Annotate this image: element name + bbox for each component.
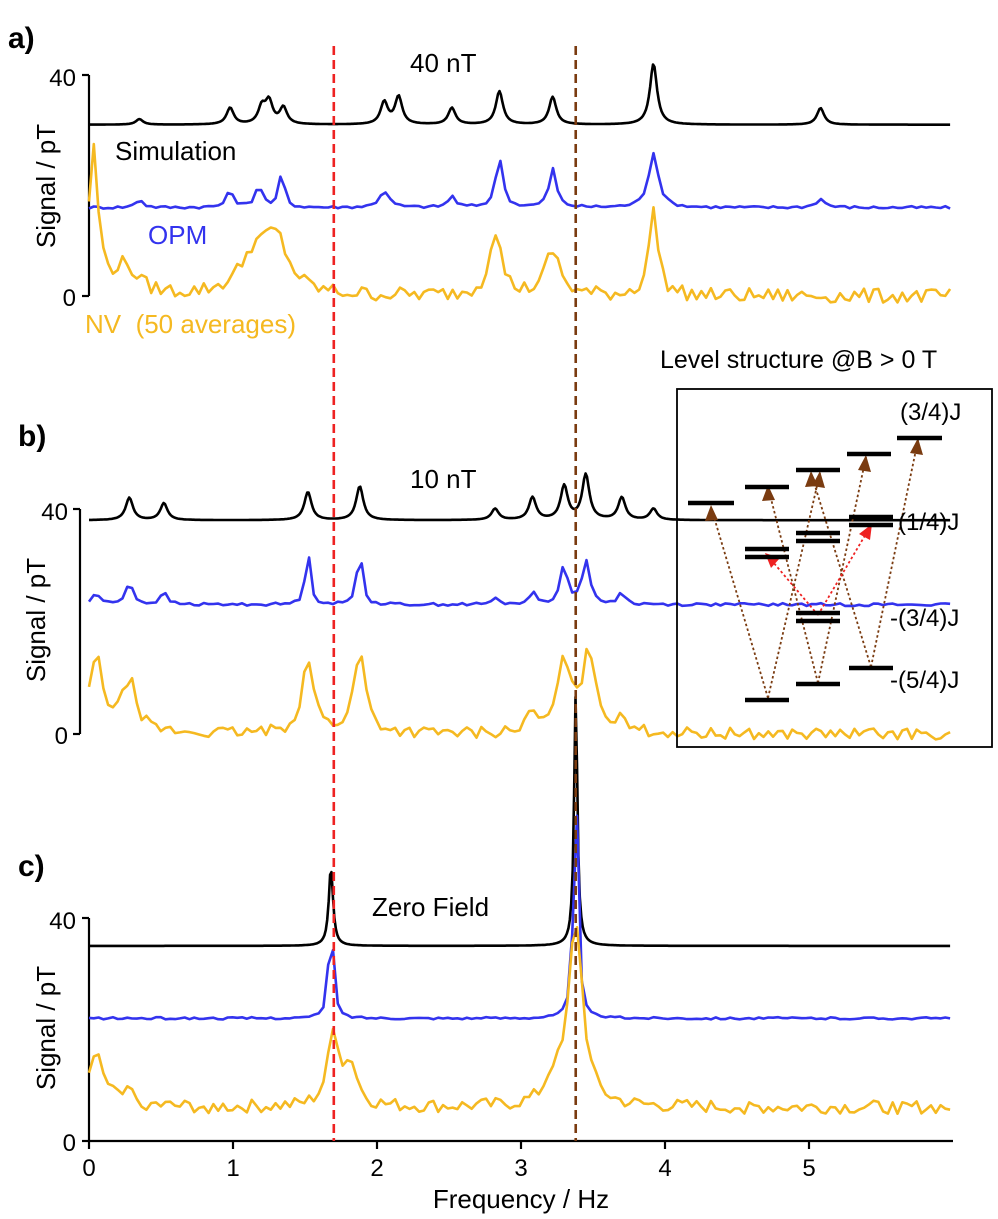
- series-opm-line: [88, 151, 951, 210]
- level-structure-inset: Level structure @B > 0 T: [660, 346, 993, 748]
- series-opm-line: [88, 814, 951, 1021]
- panel-c-ytick-label-40: 40: [49, 908, 76, 935]
- arrowhead: [705, 505, 718, 521]
- panel-c-ytick-label-0: 0: [63, 1130, 76, 1157]
- series-nv-line: [87, 647, 951, 741]
- x-tick-label: 1: [226, 1155, 239, 1182]
- panel-b: b) 10 nT Signal / pT 40 0: [18, 420, 951, 750]
- inset-title: Level structure @B > 0 T: [660, 346, 937, 374]
- energy-label-neg-3-4J: -(3/4)J: [890, 605, 959, 632]
- panel-a-nv-label: NV (50 averages): [85, 309, 296, 339]
- panel-b-traces: [87, 472, 951, 741]
- x-tick-label: 5: [802, 1155, 815, 1182]
- inset-frame: [676, 388, 993, 748]
- panel-c-letter: c): [18, 850, 45, 883]
- series-simulation-line: [89, 472, 951, 522]
- panel-c: c) Zero Field Signal / pT 40 0 0 1 2 3 4 5 Fr…: [18, 695, 953, 1214]
- panel-a-opm-label: OPM: [148, 220, 207, 250]
- arrowhead: [858, 455, 871, 472]
- reference-lines: [332, 46, 578, 1141]
- energy-label-3-4J: (3/4)J: [900, 399, 961, 426]
- panel-c-field-label: Zero Field: [372, 892, 489, 922]
- panel-a-ytick-label-40: 40: [49, 65, 76, 92]
- transition-arrow: [767, 486, 819, 684]
- panel-b-letter: b): [18, 420, 46, 453]
- x-tick-label: 4: [658, 1155, 671, 1182]
- panel-c-ylabel: Signal / pT: [31, 966, 61, 1090]
- panel-a: a) 40 nT Signal / pT 40 0 Simulation OPM…: [8, 22, 952, 339]
- arrowhead: [762, 485, 775, 501]
- inset-transitions: [705, 438, 923, 699]
- energy-label-1-4J: (1/4)J: [898, 509, 959, 536]
- panel-a-letter: a): [8, 22, 35, 55]
- transition-arrow: [710, 506, 769, 699]
- series-simulation-line: [89, 63, 951, 126]
- transition-arrow: [766, 554, 819, 616]
- panel-b-ytick-label-40: 40: [41, 499, 68, 526]
- x-tick-label: 0: [82, 1155, 95, 1182]
- series-simulation-line: [89, 695, 951, 948]
- panel-a-simulation-label: Simulation: [115, 136, 236, 166]
- arrowhead: [910, 438, 923, 455]
- transition-arrow: [870, 439, 919, 668]
- panel-a-field-label: 40 nT: [410, 48, 477, 78]
- panel-b-field-label: 10 nT: [410, 464, 477, 494]
- inset-levels: [688, 435, 942, 703]
- panel-a-ytick-label-0: 0: [63, 285, 76, 312]
- series-nv-line: [87, 926, 951, 1115]
- arrowhead: [805, 471, 818, 487]
- panel-c-traces: [87, 695, 951, 1115]
- x-tick-label: 2: [370, 1155, 383, 1182]
- arrowhead: [859, 524, 872, 540]
- panel-a-ylabel: Signal / pT: [31, 124, 61, 248]
- series-opm-line: [87, 556, 951, 608]
- panel-b-ytick-label-0: 0: [55, 723, 68, 750]
- transition-arrow: [817, 526, 871, 616]
- x-tick-label: 3: [514, 1155, 527, 1182]
- panel-a-traces: [87, 63, 952, 304]
- x-axis-label: Frequency / Hz: [433, 1184, 609, 1214]
- panel-b-ylabel: Signal / pT: [21, 558, 51, 682]
- transition-arrow: [817, 456, 867, 684]
- energy-label-neg-5-4J: -(5/4)J: [890, 667, 959, 694]
- transition-arrow: [810, 472, 872, 668]
- x-ticks: 0 1 2 3 4 5: [82, 1141, 816, 1182]
- series-nv-line: [87, 142, 952, 304]
